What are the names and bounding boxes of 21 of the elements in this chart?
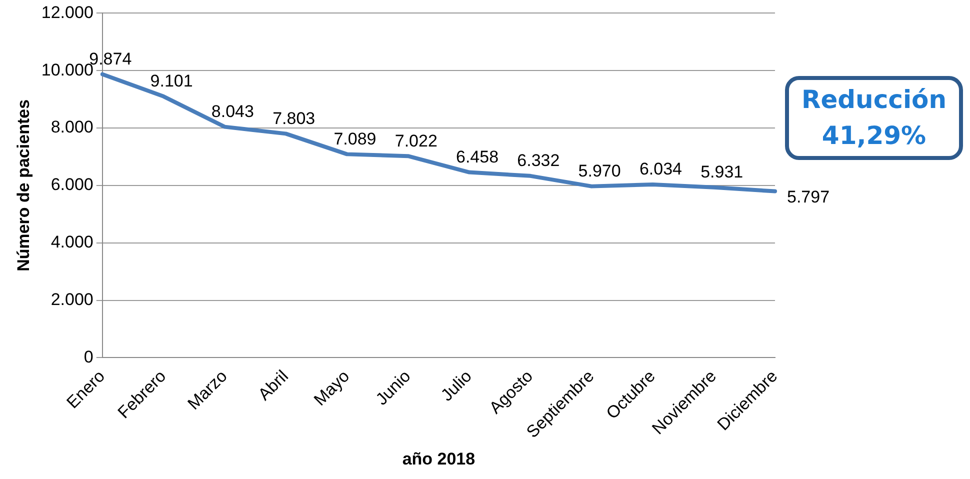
y-tick-label: 4.000 — [50, 232, 94, 252]
text: 6.034 — [639, 160, 682, 179]
text: Reducción 41,29% — [785, 76, 963, 160]
y-tick-label: 12.000 — [41, 2, 94, 22]
x-axis-title: año 2018 — [402, 449, 476, 468]
text: 5.797 — [787, 187, 830, 206]
y-tick-label: 8.000 — [50, 118, 94, 137]
text: 7.803 — [272, 108, 316, 128]
y-axis-title: Número de pacientes — [14, 99, 33, 272]
text: 7.022 — [394, 131, 438, 150]
y-tick-label: 0 — [84, 347, 94, 366]
text: 9.101 — [150, 72, 193, 91]
x-tick-label: Julio — [437, 366, 476, 405]
text: 6.458 — [456, 147, 499, 166]
text: 5.931 — [700, 162, 744, 182]
text: 8.043 — [211, 102, 254, 121]
text: 5.970 — [578, 162, 621, 180]
text: 6.332 — [517, 151, 560, 170]
y-tick-label: 2.000 — [50, 290, 94, 309]
text: 7.089 — [334, 129, 376, 148]
y-tick-label: 6.000 — [50, 175, 94, 194]
